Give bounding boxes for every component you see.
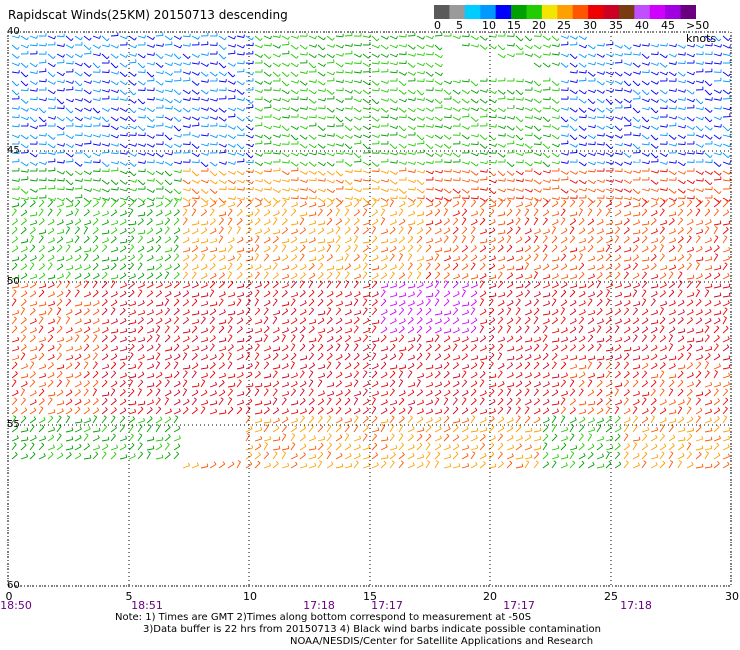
lat-label-50: 50 xyxy=(7,276,20,287)
time-label-1: 18:50 xyxy=(0,599,32,612)
legend-swatch xyxy=(526,5,543,19)
legend-tick-40: 40 xyxy=(635,19,649,32)
lon-label-0: 0 xyxy=(5,590,13,603)
lat-label-45: 45 xyxy=(7,145,20,156)
legend-swatch xyxy=(588,5,605,19)
legend-tick-10: 10 xyxy=(482,19,496,32)
legend-swatch xyxy=(680,5,696,19)
time-label-4: 17:17 xyxy=(371,599,403,612)
legend-swatch xyxy=(511,5,527,19)
legend-tick-20: 20 xyxy=(532,19,546,32)
legend-tick-45: 45 xyxy=(661,19,675,32)
legend-tick-15: 15 xyxy=(507,19,521,32)
wind-speed-legend xyxy=(434,5,696,19)
legend-swatch xyxy=(603,5,620,19)
legend-swatch xyxy=(618,5,635,19)
legend-swatch xyxy=(649,5,666,19)
lon-label-25: 25 xyxy=(604,590,618,603)
time-label-6: 17:18 xyxy=(620,599,652,612)
wind-barbs xyxy=(11,32,731,469)
chart-title: Rapidscat Winds(25KM) 20150713 descendin… xyxy=(8,8,288,22)
legend-swatch xyxy=(557,5,574,19)
legend-tick-30: 30 xyxy=(583,19,597,32)
legend-tick-25: 25 xyxy=(557,19,571,32)
lon-label-20: 20 xyxy=(483,590,497,603)
time-label-5: 17:17 xyxy=(503,599,535,612)
legend-swatch xyxy=(541,5,558,19)
lat-label-55: 55 xyxy=(7,419,20,430)
time-label-2: 18:51 xyxy=(131,599,163,612)
legend-swatch xyxy=(495,5,512,19)
legend-tick-35: 35 xyxy=(609,19,623,32)
legend-swatch xyxy=(434,5,450,19)
lat-label-60: 60 xyxy=(7,580,20,591)
legend-tick-5: 5 xyxy=(456,19,463,32)
legend-swatch xyxy=(449,5,466,19)
legend-swatch xyxy=(665,5,682,19)
legend-tick-0: 0 xyxy=(434,19,441,32)
legend-swatch xyxy=(464,5,481,19)
note-line-2: 3)Data buffer is 22 hrs from 20150713 4)… xyxy=(143,624,601,635)
lon-label-5: 5 xyxy=(125,590,133,603)
note-line-1: Note: 1) Times are GMT 2)Times along bot… xyxy=(115,612,532,623)
legend-swatch xyxy=(480,5,497,19)
notes-block: Note: 1) Times are GMT 2)Times along bot… xyxy=(0,612,740,648)
legend-swatch xyxy=(634,5,651,19)
time-label-3: 17:18 xyxy=(303,599,335,612)
wind-barb-map xyxy=(7,31,732,587)
lat-label-40: 40 xyxy=(7,26,20,37)
legend-units-label: >50 knots xyxy=(686,19,717,45)
note-line-3: NOAA/NESDIS/Center for Satellite Applica… xyxy=(290,636,594,647)
legend-swatch xyxy=(572,5,589,19)
lon-label-15: 15 xyxy=(363,590,377,603)
lon-label-10: 10 xyxy=(243,590,257,603)
lon-label-30: 30 xyxy=(725,590,739,603)
